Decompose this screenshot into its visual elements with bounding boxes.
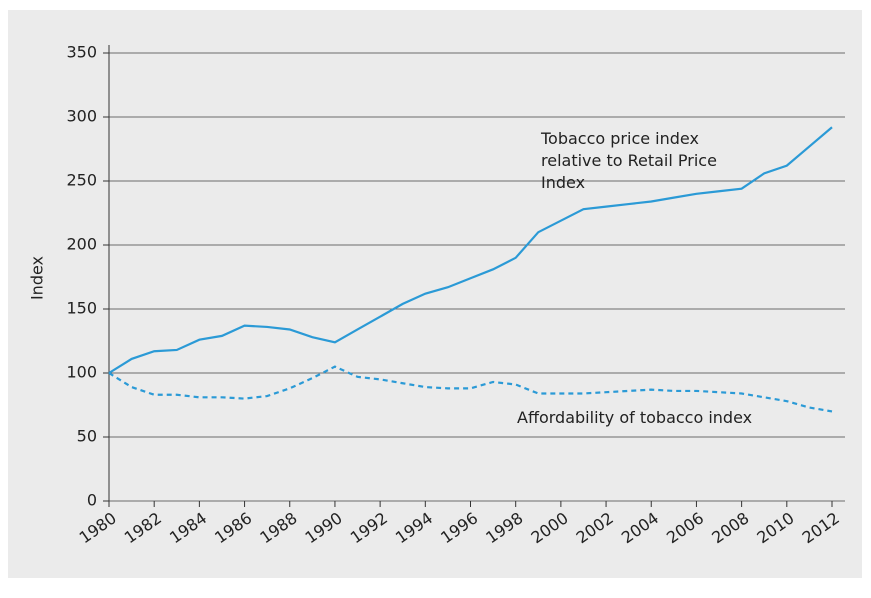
x-tick-label: 1998 (482, 508, 526, 547)
y-tick-label: 0 (87, 491, 97, 510)
y-tick-label: 150 (66, 299, 97, 318)
y-tick-label: 100 (66, 363, 97, 382)
x-tick-label: 2008 (708, 508, 752, 547)
x-tick-label: 1992 (347, 508, 391, 547)
x-tick-label: 1980 (76, 508, 120, 547)
x-tick-label: 1986 (211, 508, 255, 547)
x-tick-label: 1996 (437, 508, 481, 547)
y-tick-label: 300 (66, 107, 97, 126)
x-tick-label: 2002 (573, 508, 617, 547)
x-tick-label: 2000 (527, 508, 571, 547)
y-tick-label: 350 (66, 43, 97, 62)
x-tick-label: 2006 (663, 508, 707, 547)
y-tick-label: 250 (66, 171, 97, 190)
series-annotation: Affordability of tobacco index (517, 408, 753, 427)
panel (8, 10, 862, 578)
x-tick-label: 2010 (753, 508, 797, 547)
y-tick-label: 200 (66, 235, 97, 254)
x-tick-label: 2012 (799, 508, 843, 547)
x-tick-label: 1994 (392, 508, 436, 547)
x-tick-label: 1988 (256, 508, 300, 547)
x-tick-label: 1982 (121, 508, 165, 547)
series-annotation: Tobacco price index relative to Retail P… (541, 129, 717, 192)
y-tick-label: 50 (77, 427, 97, 446)
x-tick-label: 1984 (166, 508, 210, 547)
series-line (108, 126, 833, 374)
x-tick-label: 1990 (302, 508, 346, 547)
x-tick-label: 2004 (618, 508, 662, 547)
y-axis-label: Index (28, 256, 47, 300)
